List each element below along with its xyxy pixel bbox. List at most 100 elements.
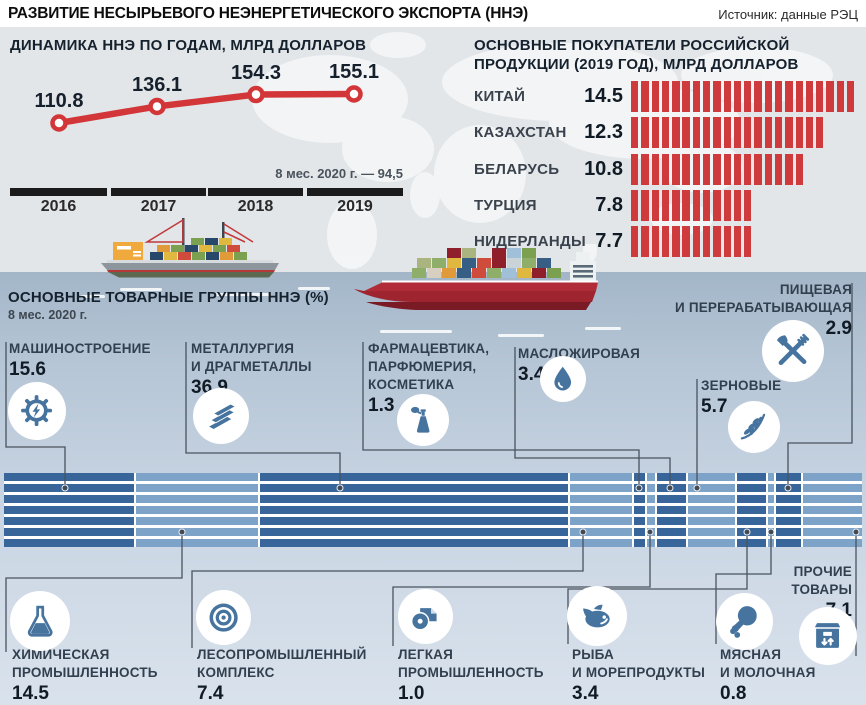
group-label-text: ФАРМАЦЕВТИКА, [368, 341, 490, 356]
stacked-bar-segment-metal [259, 473, 569, 547]
group-label-text: ПИЩЕВАЯ [779, 282, 852, 297]
buyer-bar-segment [744, 154, 752, 185]
group-label-text: МЯСНАЯ [720, 647, 782, 662]
buyer-bar-segment [641, 81, 649, 112]
container-ship-icon [354, 244, 598, 310]
stacked-bar [4, 473, 863, 547]
perfume-icon [397, 394, 449, 446]
buyer-bar-segment [733, 226, 742, 257]
drop-icon [540, 356, 586, 402]
line-chart-value: 110.8 [34, 90, 84, 112]
buyer-bar-segment [661, 81, 670, 112]
buyer-bar-segment [641, 117, 649, 148]
buyer-bar-segment [651, 154, 659, 185]
buyer-bar-segment [702, 81, 711, 112]
line-chart [50, 85, 363, 132]
buyer-bar-segment [631, 117, 639, 148]
x-axis-bar [208, 188, 303, 196]
buyer-bar-segment [723, 117, 731, 148]
buyer-bar-segment [805, 81, 814, 112]
buyer-bar [631, 154, 806, 185]
buyer-bar [631, 117, 826, 148]
group-label-text: И ДРАГМЕТАЛЛЫ [191, 359, 312, 374]
buyer-label: КАЗАХСТАН [474, 124, 567, 141]
buyer-bar-segment [764, 81, 773, 112]
buyer-bar-segment [682, 81, 690, 112]
stacked-bar-segment-meat [767, 473, 775, 547]
cutlery-icon [762, 320, 824, 382]
buyer-bar-segment [682, 190, 690, 221]
stacked-bar-segment-pharm [633, 473, 645, 547]
buyer-bar-segment [682, 117, 690, 148]
group-value: 3.4 [572, 683, 599, 704]
buyer-bar-segment [682, 154, 690, 185]
buyer-bar-segment [692, 226, 701, 257]
buyer-bar-segment [672, 81, 680, 112]
buyer-bar-segment [733, 190, 742, 221]
buyer-bar-segment [774, 154, 783, 185]
buyer-bar-segment [723, 154, 731, 185]
x-axis-bar [111, 188, 206, 196]
buyer-value: 14.5 [584, 85, 623, 107]
group-label-text: МАШИНОСТРОЕНИЕ [9, 341, 151, 356]
buyer-bar-segment [641, 190, 649, 221]
group-value: 5.7 [701, 396, 728, 417]
group-label-chem: ХИМИЧЕСКАЯ ПРОМЫШЛЕННОСТЬ 14.5 [12, 646, 158, 704]
wheat-icon [728, 401, 780, 453]
group-label-text: МАСЛОЖИРОВАЯ [518, 346, 641, 361]
group-label-text: ЗЕРНОВЫЕ [701, 378, 782, 393]
timber-icon [196, 590, 251, 645]
group-label-pishch: ПИЩЕВАЯ И ПЕРЕРАБАТЫВАЮЩАЯ 2.9 [675, 281, 852, 339]
buyer-label: ТУРЦИЯ [474, 197, 537, 214]
buyer-bar-segment [836, 81, 845, 112]
group-label-les: ЛЕСОПРОМЫШЛЕННЫЙ КОМПЛЕКС 7.4 [197, 646, 367, 704]
buyer-bar-segment [774, 81, 783, 112]
buyer-bar-segment [661, 117, 670, 148]
package-icon [799, 607, 857, 665]
wave-decoration [80, 295, 105, 298]
group-label-text: ПРОЧИЕ [793, 564, 852, 579]
line-chart-point [148, 97, 166, 116]
buyer-label: КИТАЙ [474, 88, 526, 105]
group-label-zern: ЗЕРНОВЫЕ 5.7 [701, 377, 781, 417]
group-value: 7.4 [197, 683, 224, 704]
buyer-bar-segment [672, 190, 680, 221]
buyer-bar-segment [733, 117, 742, 148]
group-label-text: И ПЕРЕРАБАТЫВАЮЩАЯ [674, 300, 852, 315]
line-chart-point [247, 85, 265, 104]
buyer-label: НИДЕРЛАНДЫ [474, 233, 586, 250]
x-axis-year-label: 2018 [237, 198, 274, 215]
buyer-bar [631, 226, 754, 257]
stacked-bar-segment-pishch [776, 473, 801, 547]
x-axis-year-label: 2019 [337, 198, 373, 215]
buyer-bar-segment [713, 117, 721, 148]
buyer-bar-segment [744, 81, 752, 112]
gear-icon [8, 382, 66, 440]
buyer-bar-segment [754, 154, 762, 185]
buyer-bar-segment [795, 117, 803, 148]
buyer-value: 7.8 [595, 194, 623, 216]
x-axis-year-label: 2017 [140, 198, 177, 215]
buyers-chart-title: ОСНОВНЫЕ ПОКУПАТЕЛИ РОССИЙСКОЙ ПРОДУКЦИИ… [474, 37, 799, 73]
buyer-bar [631, 81, 857, 112]
roll-icon [398, 589, 453, 644]
buyer-value: 12.3 [584, 121, 623, 143]
buyer-bar-segment [744, 226, 752, 257]
buyer-bar-segment [785, 81, 793, 112]
x-axis-year-label: 2016 [40, 198, 77, 215]
stacked-bar-segment-maslo [657, 473, 686, 547]
group-label-text: И МОЛОЧНАЯ [720, 665, 816, 680]
buyer-bar-segment [631, 81, 639, 112]
buyer-bar-segment [661, 154, 670, 185]
group-label-text: ТОВАРЫ [791, 582, 852, 597]
group-label-text: ЛЕГКАЯ [398, 647, 454, 662]
group-label-text: РЫБА [572, 647, 614, 662]
groups-chart-subtitle: 8 мес. 2020 г. [8, 308, 88, 322]
stacked-bar-segment-chem [136, 473, 258, 547]
stacked-bar-segment-other [802, 473, 863, 547]
page-title: РАЗВИТИЕ НЕСЫРЬЕВОГО НЕЭНЕРГЕТИЧЕСКОГО Э… [8, 5, 528, 22]
line-chart-value: 155.1 [328, 61, 380, 83]
buyer-bar-segment [631, 226, 639, 257]
group-label-text: МЕТАЛЛУРГИЯ [191, 341, 295, 356]
buyer-bar-segment [692, 190, 701, 221]
